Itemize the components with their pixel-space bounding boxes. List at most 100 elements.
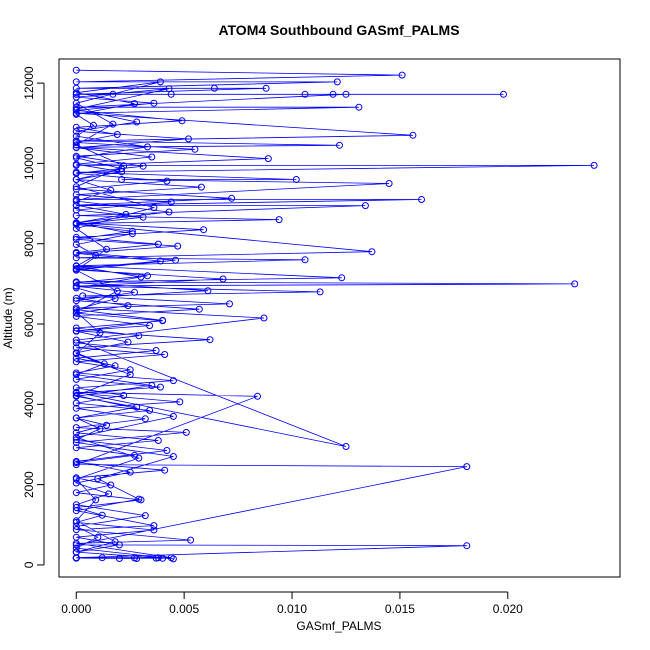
- data-point: [72, 308, 80, 316]
- data-point: [72, 489, 80, 497]
- y-tick-label: 2000: [22, 471, 36, 498]
- data-point: [72, 154, 80, 162]
- x-tick-label: 0.020: [493, 602, 523, 616]
- data-point: [137, 496, 145, 504]
- data-point: [120, 162, 128, 170]
- data-point: [72, 424, 80, 432]
- data-point: [124, 338, 132, 346]
- data-point: [72, 235, 80, 243]
- data-point: [254, 392, 261, 400]
- data-point: [94, 533, 102, 541]
- data-point: [98, 554, 106, 562]
- data-point: [128, 227, 136, 235]
- data-point: [72, 544, 80, 552]
- data-point: [72, 66, 80, 74]
- data-point: [118, 168, 126, 176]
- data-point: [571, 280, 579, 288]
- data-point: [72, 266, 80, 274]
- data-point: [72, 399, 80, 407]
- data-point: [144, 143, 151, 151]
- data-point: [200, 226, 208, 234]
- data-point: [197, 183, 205, 191]
- data-point: [72, 339, 80, 347]
- data-point: [131, 288, 138, 296]
- data-point: [72, 457, 80, 465]
- data-point: [195, 305, 203, 313]
- data-point: [154, 437, 162, 444]
- data-point: [161, 351, 169, 358]
- data-point: [204, 287, 212, 295]
- data-point: [122, 210, 130, 218]
- data-point: [154, 240, 162, 248]
- data-point: [141, 415, 149, 423]
- data-point: [292, 176, 300, 183]
- data-point: [463, 542, 471, 550]
- data-point: [150, 99, 158, 107]
- data-point: [72, 358, 80, 366]
- series-points: [72, 66, 598, 563]
- data-point: [187, 536, 195, 544]
- data-point: [159, 316, 167, 324]
- data-point: [178, 117, 186, 125]
- data-point: [72, 404, 80, 412]
- data-point: [72, 233, 80, 241]
- y-axis-label: Altitude (m): [1, 287, 15, 348]
- data-point: [165, 208, 173, 216]
- x-tick-label: 0.000: [61, 602, 91, 616]
- data-point: [206, 336, 214, 344]
- data-point: [96, 329, 104, 337]
- data-point: [361, 202, 369, 210]
- data-point: [174, 242, 182, 250]
- data-point: [72, 354, 80, 362]
- data-point: [185, 135, 192, 143]
- data-point: [126, 468, 134, 476]
- data-point: [72, 249, 80, 257]
- data-point: [126, 371, 134, 379]
- data-point: [72, 144, 80, 152]
- data-point: [111, 362, 119, 370]
- data-point: [92, 496, 100, 504]
- y-tick-label: 8000: [22, 230, 36, 257]
- data-point: [135, 454, 143, 462]
- data-point: [150, 522, 158, 530]
- data-point: [72, 279, 80, 287]
- data-point: [260, 314, 268, 322]
- data-point: [342, 443, 350, 450]
- data-point: [463, 463, 471, 471]
- data-point: [338, 274, 346, 282]
- data-point: [72, 306, 80, 314]
- data-point: [342, 90, 350, 98]
- data-point: [182, 428, 190, 436]
- data-point: [161, 466, 169, 474]
- data-point: [133, 403, 141, 411]
- data-point: [156, 257, 164, 265]
- data-point: [169, 453, 177, 460]
- data-point: [148, 153, 156, 161]
- data-point: [107, 481, 115, 489]
- data-point: [264, 155, 272, 163]
- data-point: [275, 216, 283, 224]
- data-point: [137, 273, 145, 281]
- data-point: [355, 103, 363, 111]
- data-point: [301, 256, 309, 264]
- data-point: [139, 162, 147, 170]
- data-point: [72, 262, 80, 270]
- data-point: [72, 294, 80, 302]
- data-point: [72, 350, 80, 358]
- data-point: [146, 322, 154, 330]
- data-point: [72, 123, 80, 131]
- data-point: [72, 336, 80, 344]
- data-point: [72, 327, 80, 335]
- y-tick-label: 6000: [22, 310, 36, 337]
- data-point: [72, 533, 80, 541]
- data-point: [115, 555, 123, 562]
- data-point: [113, 287, 121, 295]
- data-point: [148, 382, 156, 389]
- data-point: [72, 517, 80, 525]
- data-point: [72, 197, 80, 205]
- data-point: [72, 183, 80, 191]
- data-point: [72, 504, 80, 511]
- data-point: [126, 366, 134, 374]
- data-point: [72, 297, 80, 305]
- data-point: [72, 436, 80, 444]
